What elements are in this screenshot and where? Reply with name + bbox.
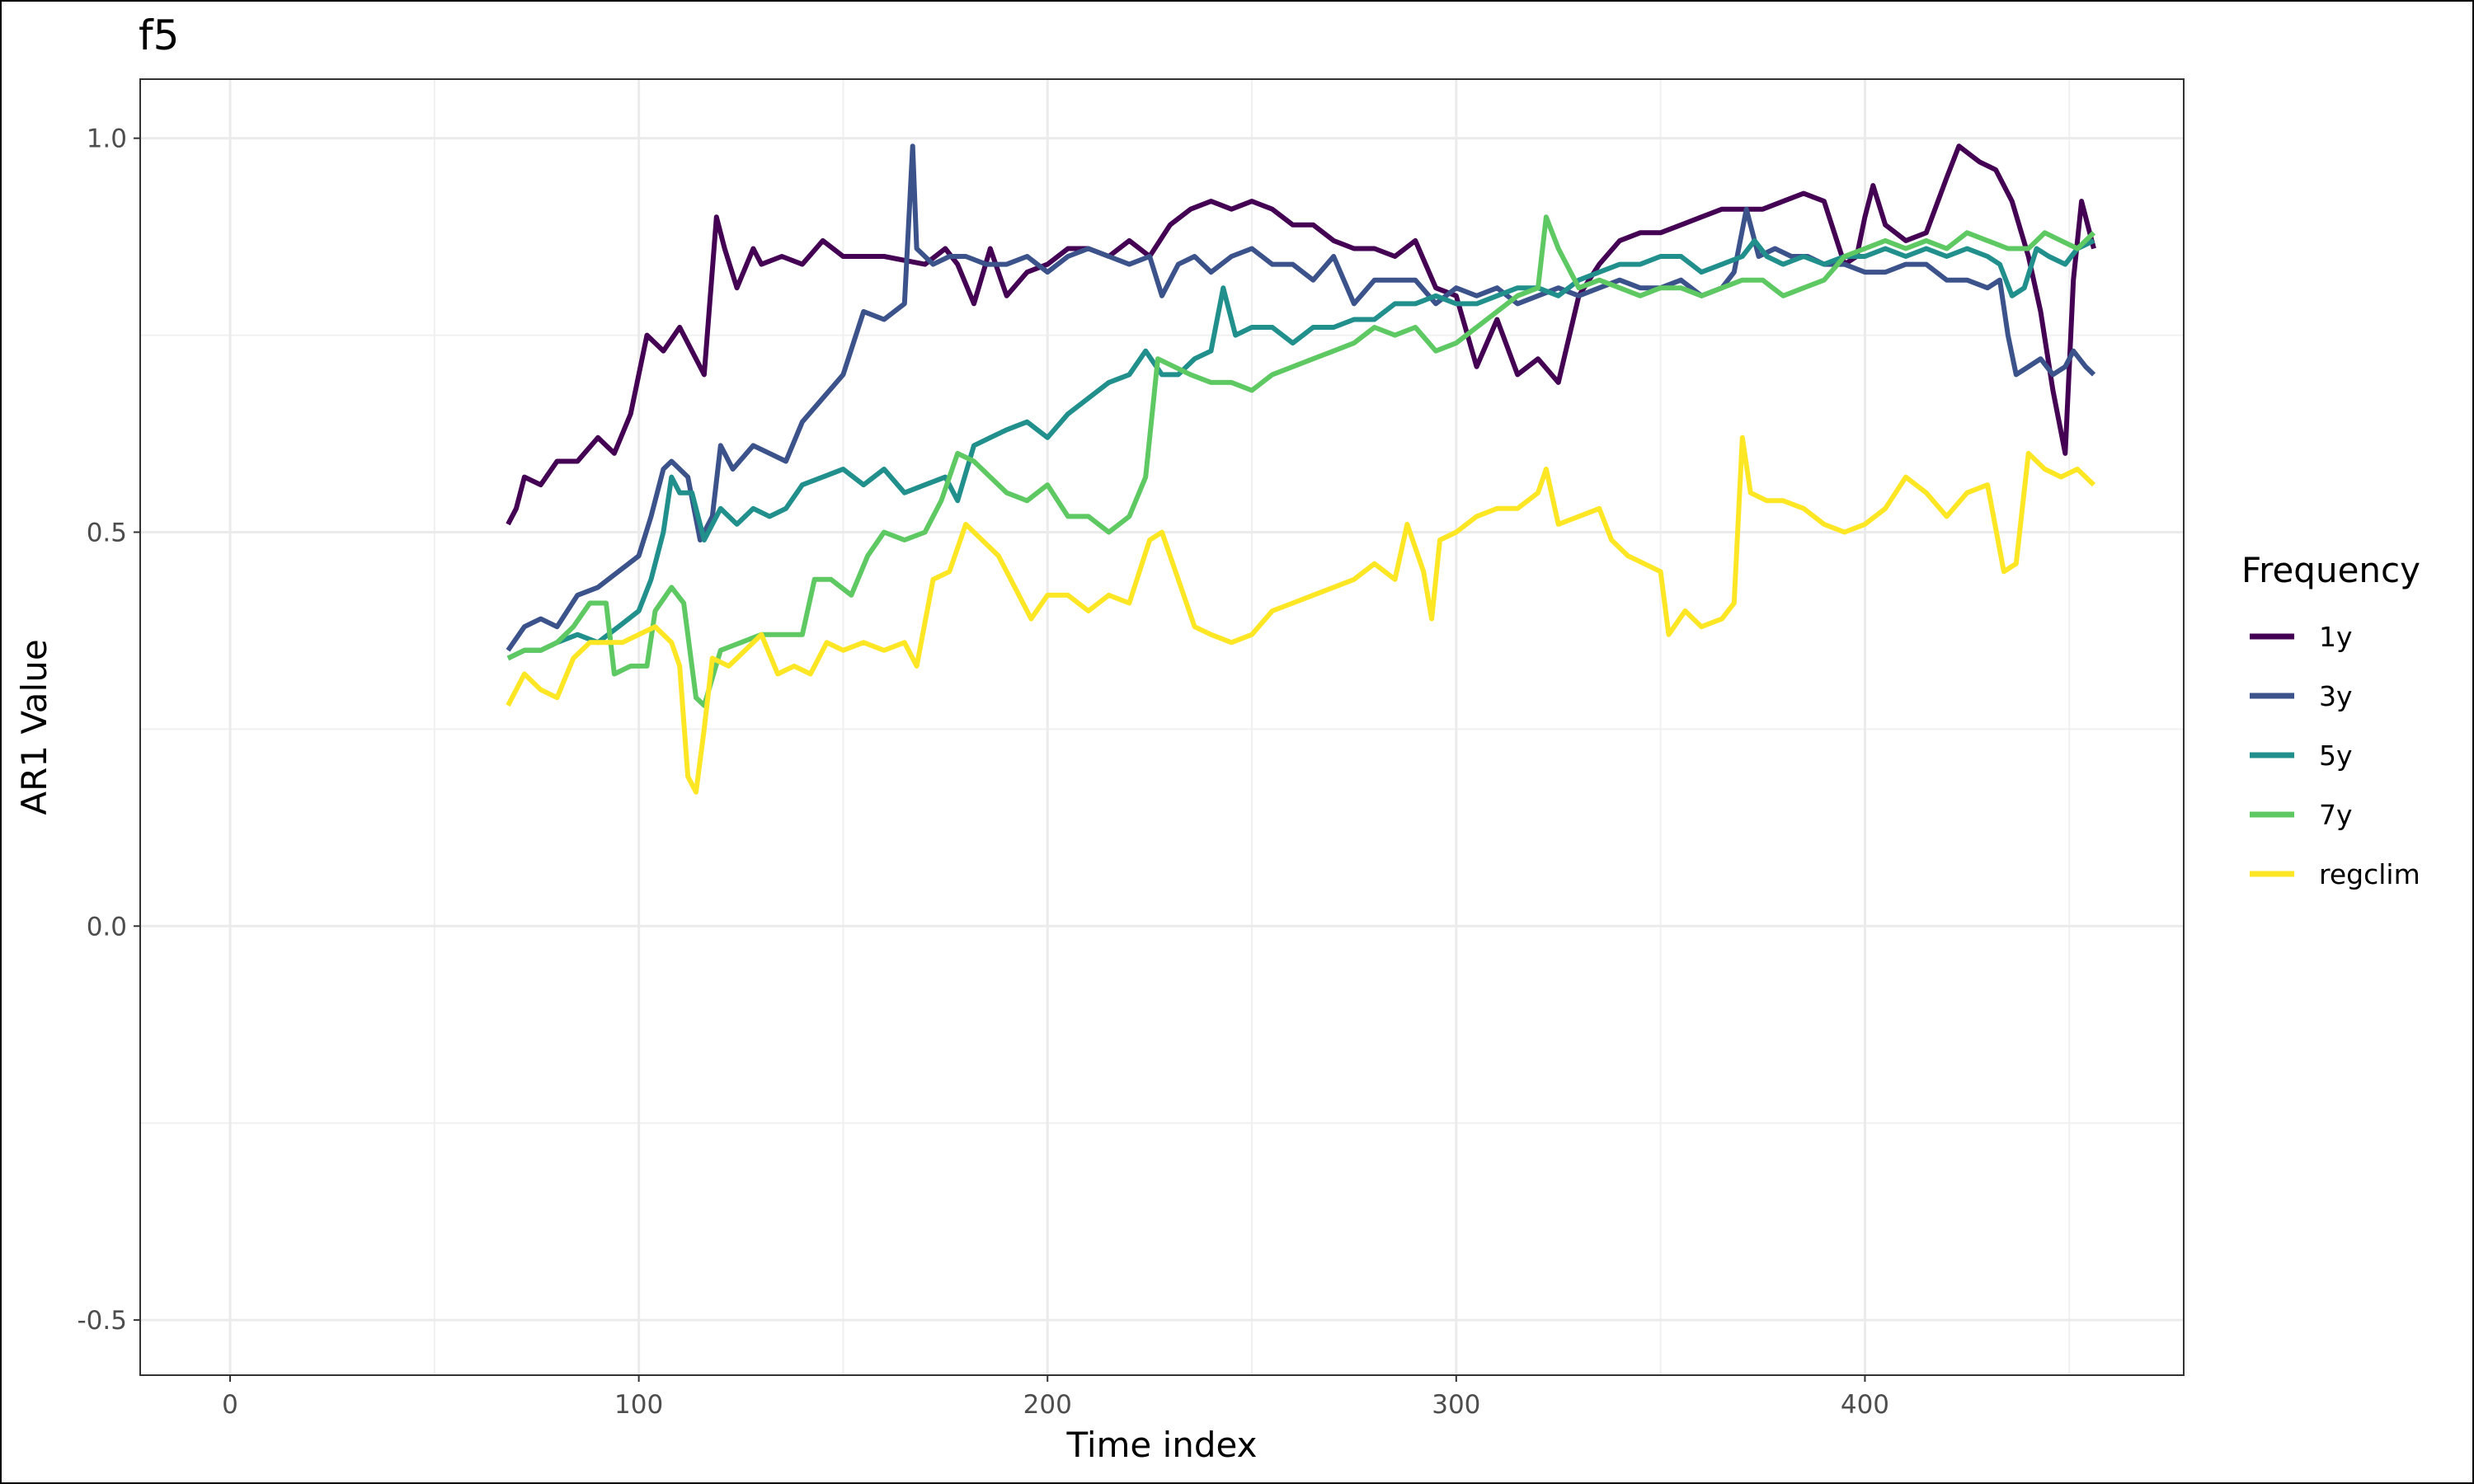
plot-panel-border — [139, 78, 2185, 1376]
legend-label-1y: 1y — [2319, 621, 2353, 653]
x-tick-label: 400 — [1841, 1390, 1889, 1420]
y-tick-label: 0.5 — [87, 518, 127, 547]
chart-title: f5 — [139, 12, 179, 59]
x-axis-title: Time index — [1065, 1425, 1257, 1465]
y-tick-label: 1.0 — [87, 124, 127, 154]
y-axis-ticks: -0.5 0.0 0.5 1.0 — [78, 124, 140, 1336]
y-tick-label: 0.0 — [87, 912, 127, 942]
series-line-1y — [506, 143, 2096, 526]
series-line-3y — [506, 143, 2096, 652]
y-axis-title: AR1 Value — [14, 639, 54, 815]
legend-label-5y: 5y — [2319, 740, 2353, 772]
legend-label-7y: 7y — [2319, 799, 2353, 831]
x-axis-ticks: 0 100 200 300 400 — [222, 1375, 1889, 1420]
series-lines — [506, 143, 2096, 795]
x-tick-label: 100 — [614, 1390, 663, 1420]
series-line-regclim — [506, 434, 2096, 795]
x-tick-label: 0 — [222, 1390, 238, 1420]
x-tick-label: 300 — [1432, 1390, 1480, 1420]
y-tick-label: -0.5 — [78, 1306, 128, 1336]
legend-label-regclim: regclim — [2319, 858, 2420, 890]
legend-title: Frequency — [2241, 550, 2420, 590]
series-line-7y — [506, 214, 2096, 708]
series-line-5y — [506, 237, 2095, 661]
legend: Frequency 1y 3y 5y 7y regclim — [2241, 550, 2420, 890]
legend-label-3y: 3y — [2319, 680, 2353, 712]
x-tick-label: 200 — [1023, 1390, 1072, 1420]
